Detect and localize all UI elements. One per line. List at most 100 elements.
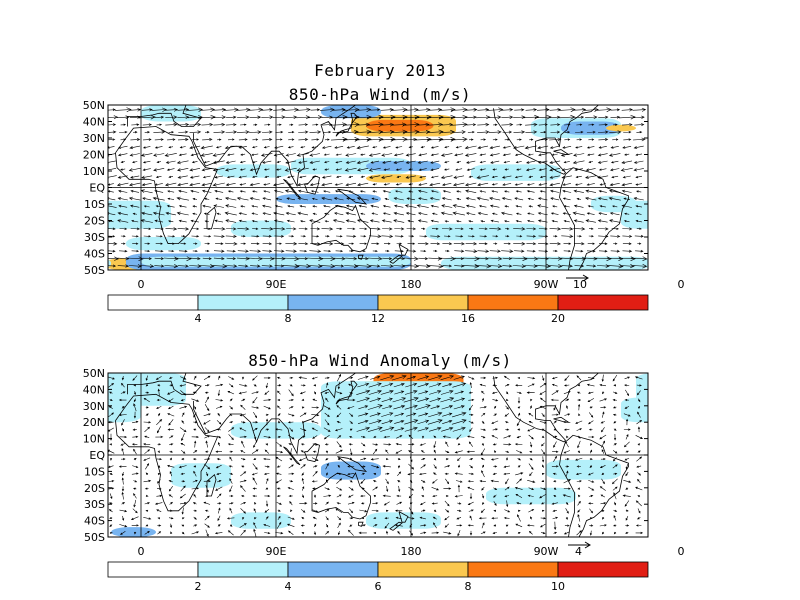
longitude-tick-label: 0 bbox=[138, 278, 145, 291]
latitude-tick-label: 30S bbox=[84, 231, 105, 244]
wind-speed-shading bbox=[321, 105, 381, 119]
wind-speed-shading bbox=[366, 119, 434, 132]
latitude-tick-label: 50N bbox=[83, 99, 105, 112]
latitude-tick-label: 50S bbox=[84, 264, 105, 277]
reference-vector-label: 4 bbox=[575, 545, 582, 558]
latitude-tick-label: 10S bbox=[84, 198, 105, 211]
latitude-tick-label: 20S bbox=[84, 215, 105, 228]
coastline bbox=[398, 244, 409, 256]
wind-speed-shading bbox=[321, 381, 471, 439]
colorbar-label: 12 bbox=[371, 312, 385, 325]
wind-speed-shading bbox=[681, 257, 800, 267]
wind-speed-shading bbox=[771, 221, 800, 238]
reference-vector-label: 10 bbox=[573, 278, 587, 291]
longitude-tick-label: 90W bbox=[534, 545, 559, 558]
colorbar-segment bbox=[107, 294, 199, 311]
longitude-tick-label: 90E bbox=[266, 278, 287, 291]
coastline bbox=[311, 472, 371, 520]
latitude-tick-label: 20N bbox=[83, 416, 105, 429]
longitude-tick-label: 90E bbox=[266, 545, 287, 558]
reference-vector-arrow bbox=[566, 274, 589, 282]
longitude-tick-label: 180 bbox=[401, 278, 422, 291]
latitude-tick-label: 40S bbox=[84, 515, 105, 528]
longitude-tick-label: 180 bbox=[401, 545, 422, 558]
colorbar-segment bbox=[287, 294, 379, 311]
coastline bbox=[115, 126, 219, 244]
colorbar-label: 8 bbox=[465, 580, 472, 593]
coastline bbox=[115, 393, 219, 512]
coastline bbox=[311, 204, 371, 253]
coastline bbox=[206, 473, 217, 497]
colorbar-segment bbox=[557, 294, 649, 311]
wind-speed-shading bbox=[606, 124, 636, 132]
wind-speed-shading bbox=[231, 512, 291, 529]
coastline bbox=[335, 112, 358, 137]
colorbar-segment bbox=[557, 561, 649, 578]
latitude-tick-label: 30N bbox=[83, 400, 105, 413]
colorbar-label: 20 bbox=[551, 312, 565, 325]
latitude-tick-label: 50S bbox=[84, 531, 105, 544]
wind-speed-shading bbox=[771, 512, 800, 528]
colorbar-label: 10 bbox=[551, 580, 565, 593]
latitude-tick-label: 30S bbox=[84, 498, 105, 511]
wind-speed-shading bbox=[756, 164, 800, 177]
colorbar-segment bbox=[197, 561, 289, 578]
wind-speed-shading bbox=[636, 373, 648, 406]
latitude-tick-label: 10N bbox=[83, 433, 105, 446]
latitude-tick-label: 10S bbox=[84, 465, 105, 478]
wind-speed-shading bbox=[591, 195, 636, 213]
wind-speed-shading bbox=[621, 397, 648, 423]
colorbar-segment bbox=[467, 561, 559, 578]
coastline bbox=[337, 188, 368, 205]
latitude-tick-label: EQ bbox=[89, 449, 105, 462]
wind-speed-shading bbox=[108, 259, 111, 268]
longitude-tick-label: 0 bbox=[678, 278, 685, 291]
colorbar-segment bbox=[467, 294, 559, 311]
wind-speed-shading bbox=[771, 422, 800, 438]
wind-speed-shading bbox=[666, 254, 800, 271]
wind-speed-shading bbox=[441, 256, 648, 270]
latitude-tick-label: 20N bbox=[83, 149, 105, 162]
coastline bbox=[337, 456, 368, 472]
wind-speed-shading bbox=[108, 397, 141, 423]
wind-speed-shading bbox=[366, 512, 441, 529]
colorbar-segment bbox=[107, 561, 199, 578]
coastline bbox=[335, 380, 358, 405]
chart-title-wind: 850-hPa Wind (m/s) bbox=[288, 85, 472, 104]
colorbar-label: 8 bbox=[285, 312, 292, 325]
chart-title-month: February 2013 bbox=[314, 61, 446, 80]
latitude-tick-label: 50N bbox=[83, 367, 105, 380]
wind-speed-shading bbox=[651, 527, 696, 537]
wind-speed-shading bbox=[111, 527, 156, 537]
chart-title-anomaly: 850-hPa Wind Anomaly (m/s) bbox=[248, 351, 512, 370]
latitude-tick-label: 40N bbox=[83, 383, 105, 396]
wind-speed-shading bbox=[21, 122, 81, 135]
wind-speed-shading bbox=[321, 461, 381, 480]
wind-speed-shading bbox=[0, 224, 6, 241]
wind-speed-shading bbox=[681, 105, 741, 122]
wind-speed-shading bbox=[471, 164, 561, 181]
coastline bbox=[304, 443, 320, 463]
longitude-tick-label: 0 bbox=[678, 545, 685, 558]
colorbar-segment bbox=[377, 294, 469, 311]
colorbar-label: 6 bbox=[375, 580, 382, 593]
latitude-tick-label: 30N bbox=[83, 132, 105, 145]
coastline bbox=[358, 254, 364, 260]
latitude-tick-label: EQ bbox=[89, 182, 105, 195]
colorbar-label: 2 bbox=[195, 580, 202, 593]
colorbar-label: 16 bbox=[461, 312, 475, 325]
coastline bbox=[193, 105, 356, 188]
wind-speed-shading bbox=[0, 488, 36, 504]
coastline bbox=[304, 175, 320, 195]
wind-speed-shading bbox=[0, 164, 21, 181]
latitude-tick-label: 40N bbox=[83, 116, 105, 129]
reference-vector-arrow bbox=[568, 541, 591, 549]
coastline bbox=[193, 373, 356, 455]
colorbar-segment bbox=[377, 561, 469, 578]
colorbar-segment bbox=[197, 294, 289, 311]
coastline bbox=[206, 206, 217, 230]
coastline bbox=[559, 434, 629, 537]
wind-speed-shading bbox=[366, 174, 426, 183]
wind-speed-shading bbox=[426, 223, 546, 241]
